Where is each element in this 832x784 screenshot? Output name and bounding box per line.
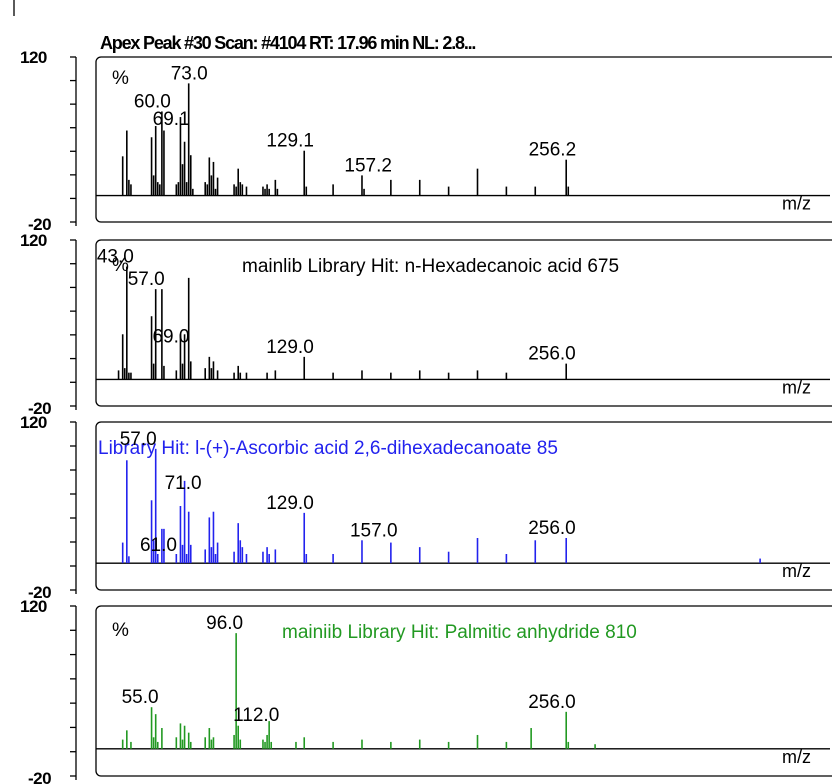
- peak-label: 57.0: [128, 269, 165, 290]
- percent-label: %: [112, 68, 129, 89]
- spectra-panels: 120-20%m/z73.060.069.1129.1157.2256.2120…: [20, 48, 832, 784]
- y-tick-label-min: -20: [28, 399, 51, 418]
- peak-label: 157.2: [344, 155, 392, 176]
- y-tick-label-max: 120: [20, 597, 47, 616]
- peak-label: 69.1: [153, 109, 190, 130]
- mz-axis-label: m/z: [782, 377, 811, 397]
- percent-label: %: [112, 255, 129, 276]
- panel-frame: [95, 421, 832, 591]
- peak-label: 129.1: [266, 131, 314, 152]
- spectrum-panel-1: 120 -20% m/z 73.060.069.1 129.1 157.2 256.2: [20, 48, 832, 234]
- percent-label: %: [112, 620, 129, 641]
- y-tick-label-min: -20: [28, 215, 51, 234]
- mz-axis-label: m/z: [782, 194, 811, 214]
- y-tick-label-max: 120: [20, 231, 47, 250]
- peak-label: 256.2: [529, 140, 577, 161]
- spectrum-panel-2: 120 -20% mainlib Library Hit: n-Hexadecano…: [20, 231, 832, 418]
- y-tick-label-min: -20: [28, 769, 51, 784]
- mz-axis-label: m/z: [782, 561, 811, 581]
- scan-header: Apex Peak #30 Scan: #4104 RT: 17.96 min …: [100, 33, 475, 53]
- y-tick-label-max: 120: [20, 413, 47, 432]
- library-hit-title: mainlib Library Hit: n-Hexadecanoic acid…: [242, 256, 619, 277]
- peak-label: 96.0: [206, 613, 243, 634]
- peak-label: 71.0: [165, 473, 202, 494]
- panel-frame: [95, 605, 832, 777]
- peak-label: 73.0: [171, 63, 208, 84]
- peak-label: 129.0: [266, 493, 314, 514]
- peak-label: 61.0: [140, 535, 177, 556]
- peak-label: 69.0: [152, 326, 189, 347]
- peak-label: 129.0: [266, 337, 314, 358]
- y-tick-label-max: 120: [20, 48, 47, 67]
- panel-frame: [95, 239, 832, 407]
- peak-label: 57.0: [120, 429, 157, 450]
- mz-axis-label: m/z: [782, 747, 811, 767]
- spectrum-panel-4: 120 -20% mainiib Library Hit: Palmitic anh…: [20, 597, 832, 784]
- peak-label: 256.0: [528, 344, 576, 365]
- panel-frame: [95, 56, 832, 223]
- library-hit-title: Library Hit: l-(+)-Ascorbic acid 2,6-dih…: [98, 438, 558, 459]
- spectrum-panel-3: 120 -20 Library Hit: l-(+)-Ascorbic acid 2…: [20, 413, 832, 602]
- peak-label: 112.0: [233, 705, 279, 726]
- peak-label: 157.0: [350, 520, 398, 541]
- peak-label: 60.0: [134, 91, 171, 112]
- peak-label: 256.0: [528, 518, 576, 539]
- library-hit-title: mainiib Library Hit: Palmitic anhydride …: [282, 622, 637, 643]
- peak-label: 55.0: [122, 687, 159, 708]
- peak-label: 256.0: [528, 692, 576, 713]
- y-tick-label-min: -20: [28, 583, 51, 602]
- peak-label: 43.0: [97, 247, 134, 268]
